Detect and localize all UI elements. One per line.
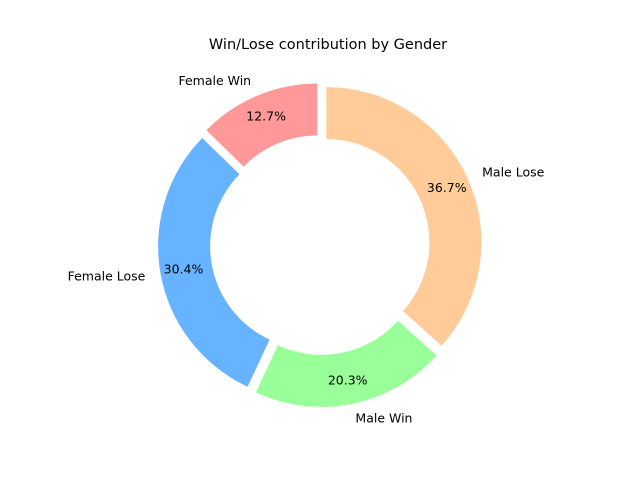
slice-female-win [206, 83, 318, 167]
slice-female-lose [158, 137, 270, 387]
pct-female-lose: 30.4% [164, 261, 204, 276]
labels-group: Female Win 12.7% Female Lose 30.4% Male Win 2… [68, 73, 545, 426]
pct-male-win: 20.3% [328, 372, 368, 387]
pct-male-lose: 36.7% [427, 180, 467, 195]
chart-title: Win/Lose contribution by Gender [209, 37, 447, 53]
slices-group [158, 83, 482, 407]
label-male-win: Male Win [355, 410, 412, 425]
pct-female-win: 12.7% [246, 109, 286, 124]
slice-male-lose [326, 87, 482, 346]
label-male-lose: Male Lose [482, 164, 544, 179]
label-female-lose: Female Lose [68, 268, 146, 283]
label-female-win: Female Win [178, 73, 251, 88]
slice-male-win [255, 320, 437, 407]
